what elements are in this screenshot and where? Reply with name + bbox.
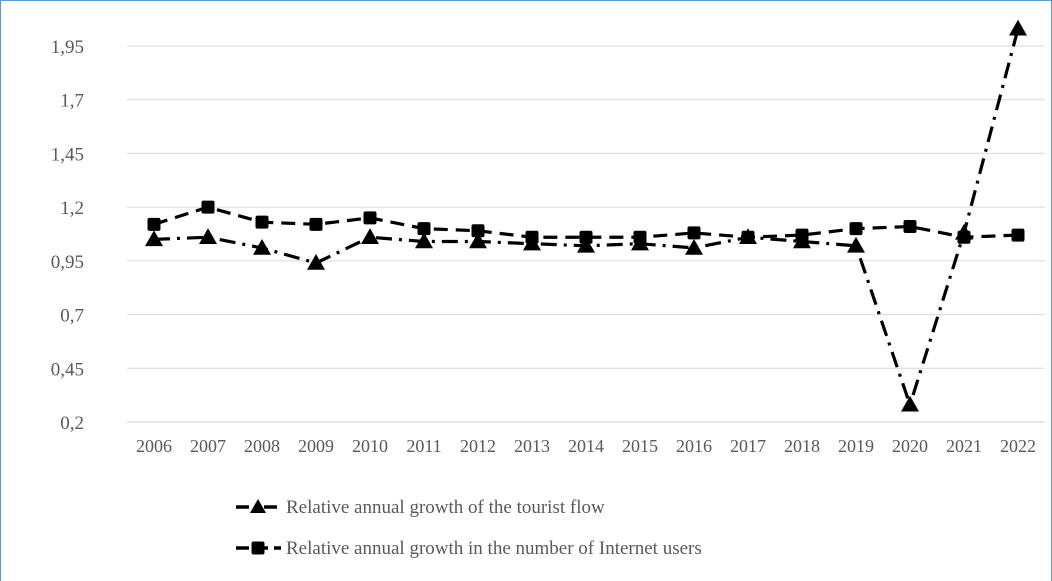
- data-point-triangle: [250, 499, 266, 513]
- x-axis-ticks: 2006 2007 2008 2009 2010 2011 2012 2013 2014 2015…: [136, 436, 1036, 456]
- y-tick-label: 1,2: [60, 198, 84, 219]
- data-point-square: [1012, 229, 1025, 242]
- x-tick-label: 2016: [676, 436, 712, 456]
- x-tick-label: 2011: [406, 436, 441, 456]
- y-tick-label: 1,7: [60, 91, 84, 112]
- x-tick-label: 2007: [190, 436, 226, 456]
- x-tick-label: 2019: [838, 436, 874, 456]
- data-point-triangle: [1009, 20, 1027, 36]
- legend-label: Relative annual growth of the tourist fl…: [286, 497, 605, 518]
- x-tick-label: 2015: [622, 436, 658, 456]
- x-tick-label: 2017: [730, 436, 766, 456]
- x-tick-label: 2018: [784, 436, 820, 456]
- x-tick-label: 2008: [244, 436, 280, 456]
- data-point-square: [850, 222, 863, 235]
- y-tick-label: 1,95: [51, 37, 84, 58]
- series-line: [154, 29, 1018, 405]
- y-tick-label: 0,45: [51, 359, 84, 380]
- series-tourist-flow: [145, 20, 1027, 412]
- x-tick-label: 2022: [1000, 436, 1036, 456]
- data-point-square: [252, 542, 265, 555]
- legend-item: Relative annual growth of the tourist fl…: [236, 497, 605, 518]
- x-tick-label: 2009: [298, 436, 334, 456]
- grid-lines: [127, 46, 1045, 368]
- x-tick-label: 2020: [892, 436, 928, 456]
- y-tick-label: 0,7: [60, 306, 84, 327]
- x-tick-label: 2014: [568, 436, 604, 456]
- data-point-triangle: [361, 228, 379, 244]
- data-point-square: [688, 226, 701, 239]
- y-axis-ticks: 1,95 1,7 1,45 1,2 0,95 0,7 0,45 0,2: [51, 37, 84, 434]
- data-point-square: [256, 216, 269, 229]
- data-point-triangle: [307, 254, 325, 270]
- x-tick-label: 2013: [514, 436, 550, 456]
- data-point-triangle: [901, 396, 919, 412]
- x-tick-label: 2010: [352, 436, 388, 456]
- data-point-square: [148, 218, 161, 231]
- legend-label: Relative annual growth in the number of …: [286, 538, 702, 559]
- y-tick-label: 0,2: [60, 413, 84, 434]
- legend: Relative annual growth of the tourist fl…: [236, 497, 702, 559]
- x-tick-label: 2021: [946, 436, 982, 456]
- data-point-square: [904, 220, 917, 233]
- data-point-square: [202, 201, 215, 214]
- x-tick-label: 2006: [136, 436, 172, 456]
- data-point-square: [310, 218, 323, 231]
- y-tick-label: 0,95: [51, 252, 84, 273]
- data-point-triangle: [955, 224, 973, 240]
- series-group: [145, 20, 1027, 412]
- x-tick-label: 2012: [460, 436, 496, 456]
- data-point-square: [364, 211, 377, 224]
- y-tick-label: 1,45: [51, 144, 84, 165]
- legend-item: Relative annual growth in the number of …: [236, 538, 702, 559]
